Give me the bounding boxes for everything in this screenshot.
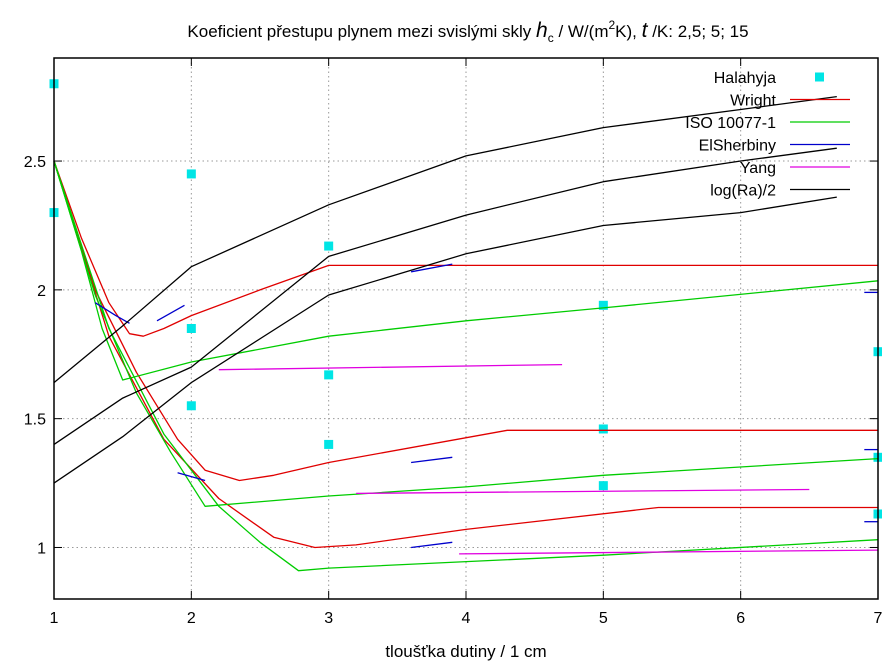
legend-label: Wright [730,93,776,110]
x-tick-label: 4 [462,610,471,627]
series-line [53,160,879,572]
series-line [177,472,206,482]
chart-title: Koeficient přestupu plynem mezi svislými… [187,18,748,45]
series-line [410,263,453,273]
data-point [598,424,608,434]
data-point [324,370,334,380]
x-tick-label: 3 [324,610,333,627]
series-line [53,160,878,337]
series-line [53,196,837,484]
data-point [186,324,196,333]
data-point [186,169,196,179]
series-line [459,549,879,555]
series-line [156,304,185,322]
data-point [598,300,608,310]
series-2 [53,160,879,572]
series-5 [53,95,837,484]
x-axis-title: tloušťka dutiny / 1 cm [385,642,546,661]
legend: Halahyja Wright ISO 10077-1 ElSherbiny Yang l… [685,70,850,200]
series-line [53,160,879,381]
x-tick-label: 6 [736,610,745,627]
legend-label: Halahyja [714,70,776,87]
legend-label: ISO 10077-1 [685,115,776,132]
series-line [411,541,453,549]
y-tick-label: 1.5 [24,412,46,429]
axis-ticks: 1 2 3 4 5 6 7 1 1.5 2 2.5 [24,58,882,627]
x-tick-label: 1 [50,610,59,627]
y-tick-label: 2.5 [24,154,46,171]
series-3 [94,263,878,549]
series-line [411,456,453,464]
legend-label: log(Ra)/2 [710,183,776,200]
x-tick-label: 2 [187,610,196,627]
series-line [53,160,878,549]
x-tick-label: 5 [599,610,608,627]
series-line [53,147,837,445]
legend-label: Yang [740,160,776,177]
data-point [598,481,608,491]
series-line [53,95,837,384]
data-point [186,401,196,411]
x-tick-label: 7 [874,610,882,627]
series-line [356,488,810,495]
y-tick-label: 2 [37,283,46,300]
legend-label: ElSherbiny [699,138,776,155]
data-point [324,241,334,251]
legend-swatch [815,72,824,82]
series-line [94,302,130,324]
grid [54,58,878,599]
data-point [324,439,334,449]
series-4 [218,363,879,555]
series-line [218,363,563,371]
y-tick-label: 1 [37,540,46,557]
